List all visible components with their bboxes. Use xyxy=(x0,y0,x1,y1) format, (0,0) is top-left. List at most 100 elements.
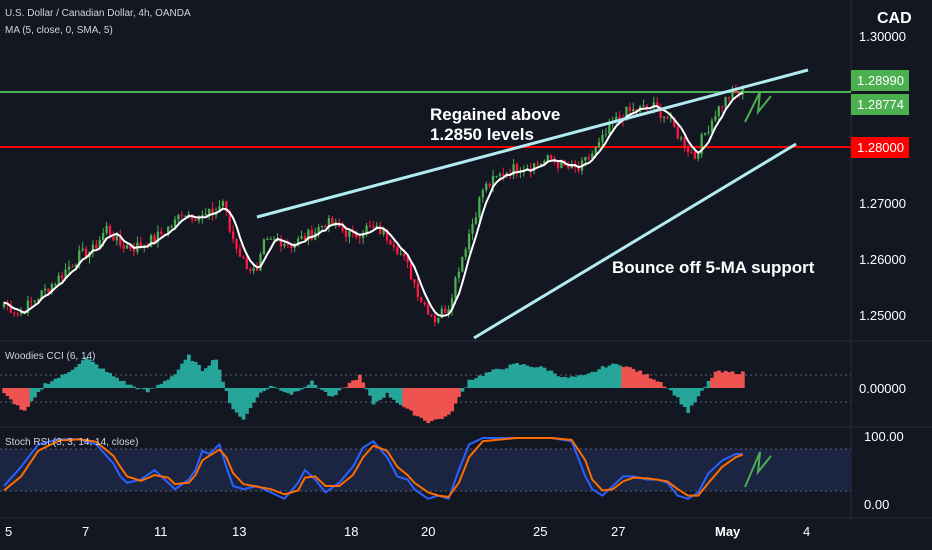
candle xyxy=(67,260,71,275)
candle xyxy=(461,256,464,273)
candle-body xyxy=(252,268,255,271)
cci-bar xyxy=(5,388,10,397)
cci-bar xyxy=(183,359,188,388)
x-label-4: 4 xyxy=(803,524,810,539)
cci-bar xyxy=(655,381,660,388)
candle xyxy=(717,105,720,123)
cci-bar xyxy=(672,388,677,396)
candle xyxy=(481,188,484,203)
cci-bar xyxy=(539,366,543,388)
candle-body xyxy=(279,238,283,247)
candle-body xyxy=(618,116,621,119)
candle-body xyxy=(358,237,361,239)
candle-body xyxy=(320,226,324,228)
cci-bar xyxy=(542,367,547,388)
cci-bar xyxy=(679,388,684,405)
cci-bar xyxy=(361,382,366,388)
cci-bar xyxy=(299,388,304,390)
candle-body xyxy=(84,248,88,258)
cci-bar xyxy=(405,388,410,409)
cci-bar xyxy=(399,388,403,406)
cci-bar xyxy=(621,366,626,388)
cci-bar xyxy=(224,388,229,392)
cci-bar xyxy=(173,374,178,388)
x-label-25: 25 xyxy=(533,524,547,539)
cci-bar xyxy=(193,361,198,388)
candle xyxy=(296,235,300,248)
cci-bar xyxy=(375,388,379,402)
cci-bar xyxy=(269,385,273,388)
x-label-27: 27 xyxy=(611,524,625,539)
lower-trendline[interactable] xyxy=(473,142,797,340)
cci-bar xyxy=(258,388,263,393)
annotation-regained-line2: 1.2850 levels xyxy=(430,125,534,144)
cci-bar xyxy=(487,372,492,388)
candle-body xyxy=(577,167,580,171)
cci-bar xyxy=(600,366,605,388)
cci-bar xyxy=(2,388,7,394)
cci-bar xyxy=(43,383,48,388)
cci-bar xyxy=(638,370,643,388)
currency-label[interactable]: CAD xyxy=(877,10,912,27)
cci-bar xyxy=(446,388,451,415)
candle-body xyxy=(307,229,310,241)
upper-trendline[interactable] xyxy=(256,68,809,219)
candle-body xyxy=(437,317,440,323)
candle xyxy=(13,311,16,318)
candle xyxy=(662,116,666,123)
candle xyxy=(471,218,474,241)
cci-bar xyxy=(255,388,260,398)
candle-body xyxy=(406,256,409,263)
cci-bar xyxy=(296,388,301,392)
candle-body xyxy=(597,141,601,148)
cci-bar xyxy=(501,369,506,388)
cci-bar xyxy=(518,364,523,388)
cci-bar xyxy=(563,376,567,388)
candle-body xyxy=(40,290,43,300)
candle-body xyxy=(467,233,471,250)
candle xyxy=(262,238,266,256)
cci-bar xyxy=(474,378,478,388)
candle-body xyxy=(54,284,57,286)
candle-body xyxy=(498,174,502,176)
candle xyxy=(420,296,423,303)
cci-bar xyxy=(327,388,331,397)
candle-body xyxy=(440,308,443,318)
candle xyxy=(727,96,731,103)
cci-bar xyxy=(214,359,219,388)
candle-body xyxy=(197,217,201,221)
cci-bar xyxy=(145,388,150,393)
cci-bar xyxy=(590,371,595,388)
candle-body xyxy=(139,242,142,247)
candle xyxy=(550,154,553,161)
cci-bar xyxy=(409,388,413,411)
candle-body xyxy=(532,163,536,171)
annotation-bounce: Bounce off 5-MA support xyxy=(612,258,815,277)
candle xyxy=(105,221,108,236)
candle xyxy=(204,208,207,216)
cci-bar xyxy=(50,381,54,388)
cci-bar xyxy=(53,378,58,388)
candle-body xyxy=(102,232,105,241)
cci-bar xyxy=(535,367,540,388)
cci-bar xyxy=(337,388,342,391)
candle-body xyxy=(344,230,348,237)
cci-bar xyxy=(19,388,24,410)
candle-body xyxy=(317,227,320,233)
candle-body xyxy=(74,264,77,267)
cci-bar xyxy=(248,388,253,409)
candle-body xyxy=(604,133,608,135)
cci-bar xyxy=(125,384,130,388)
cci-bar xyxy=(67,371,71,388)
stoch-tick-0: 0.00 xyxy=(864,497,889,512)
cci-bar xyxy=(693,388,697,403)
candle-body xyxy=(669,117,673,119)
candle-body xyxy=(413,279,416,284)
cci-bar xyxy=(241,388,246,420)
candle-body xyxy=(60,275,64,279)
candle xyxy=(495,175,498,179)
candle-body xyxy=(283,243,286,247)
cci-bar xyxy=(156,384,160,388)
candle-body xyxy=(273,238,276,240)
candle-body xyxy=(710,120,714,132)
